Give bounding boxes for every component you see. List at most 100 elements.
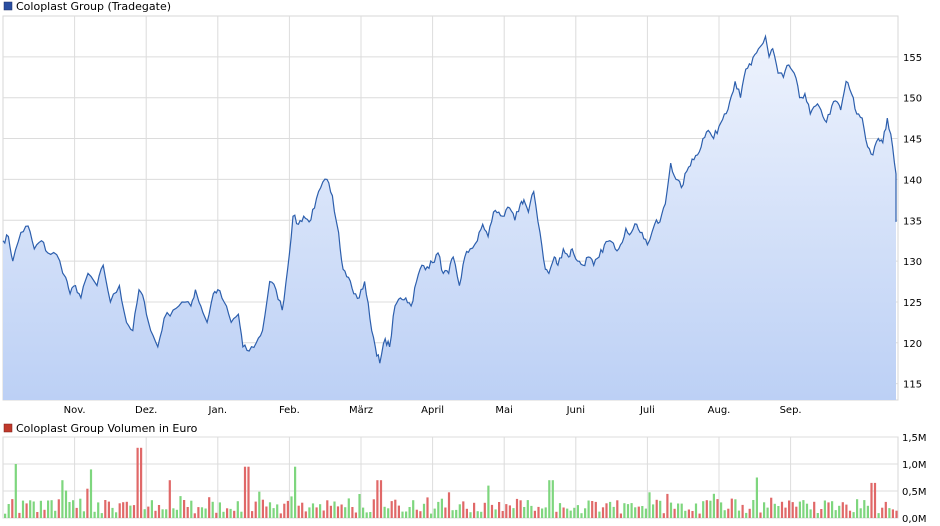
volume-bar xyxy=(634,507,637,518)
x-axis-month-labels: Nov. Dez. Jan. Feb. März April Mai Juni Juli Aug.… xyxy=(64,405,802,416)
volume-bar xyxy=(569,510,572,518)
volume-bar xyxy=(301,502,304,518)
volume-bar xyxy=(186,507,189,518)
volume-bar xyxy=(766,507,769,518)
volume-bar xyxy=(279,513,282,518)
volume-bar xyxy=(283,503,286,518)
volume-bar xyxy=(705,500,708,518)
volume-bar xyxy=(802,500,805,518)
volume-bar xyxy=(859,508,862,518)
volume-bar xyxy=(605,503,608,518)
volume-bar xyxy=(4,513,7,518)
volume-bar xyxy=(157,505,161,518)
volume-panel: 0,0M 0,5M 1,0M 1,5M xyxy=(2,433,927,525)
volume-bar xyxy=(548,480,551,518)
volume-bar xyxy=(401,511,404,518)
price-y-tick-label: 120 xyxy=(903,339,922,350)
volume-bar xyxy=(702,501,705,518)
volume-bar xyxy=(397,505,400,518)
volume-bar xyxy=(469,512,472,518)
price-legend-swatch xyxy=(3,1,13,11)
volume-bar xyxy=(344,507,347,518)
volume-bar xyxy=(93,511,96,518)
price-area xyxy=(3,36,896,401)
price-y-axis: 115 120 125 130 135 140 145 150 155 xyxy=(903,53,922,391)
volume-bar xyxy=(483,502,486,518)
volume-bar xyxy=(308,507,311,518)
volume-chart-title: Coloplast Group Volumen in Euro xyxy=(16,422,198,435)
volume-bar xyxy=(172,508,175,518)
volume-bar xyxy=(723,510,726,518)
volume-bar xyxy=(261,499,264,518)
volume-bar xyxy=(780,501,784,518)
volume-bar xyxy=(584,508,587,518)
volume-bar xyxy=(251,511,254,518)
volume-bar xyxy=(247,466,250,518)
volume-bar xyxy=(72,500,75,518)
volume-bar xyxy=(276,504,279,518)
volume-bar xyxy=(687,509,690,518)
volume-bar xyxy=(89,469,93,518)
price-y-tick-label: 145 xyxy=(903,135,922,146)
price-y-tick-label: 135 xyxy=(903,216,922,227)
volume-bar xyxy=(838,505,841,518)
volume-bar xyxy=(462,501,465,518)
volume-bar xyxy=(823,500,826,518)
volume-bar xyxy=(390,501,393,518)
volume-bar xyxy=(47,500,50,518)
volume-bar xyxy=(748,508,751,518)
volume-bar xyxy=(630,503,633,518)
volume-bar xyxy=(490,504,494,518)
volume-bar xyxy=(129,505,132,518)
volume-bar xyxy=(426,497,429,518)
volume-bar xyxy=(884,501,887,518)
volume-bar xyxy=(86,488,89,518)
x-tick-label: Sep. xyxy=(780,405,802,416)
volume-bar xyxy=(601,507,605,518)
volume-bar xyxy=(745,512,748,518)
volume-bar xyxy=(125,501,128,518)
volume-y-tick-label: 1,0M xyxy=(902,460,927,471)
volume-bar xyxy=(405,511,408,518)
volume-bar xyxy=(555,511,558,518)
volume-bar xyxy=(848,510,852,518)
volume-bar xyxy=(895,510,898,518)
volume-bar xyxy=(515,498,519,518)
volume-bar xyxy=(183,500,186,518)
volume-bar xyxy=(465,508,468,518)
volume-bar xyxy=(698,513,701,518)
volume-bar xyxy=(841,502,844,518)
volume-bar xyxy=(218,502,221,518)
x-tick-label: Juli xyxy=(639,405,655,416)
volume-bar xyxy=(115,512,118,518)
volume-bar xyxy=(795,506,798,518)
x-tick-label: April xyxy=(421,405,444,416)
volume-bar xyxy=(641,506,644,518)
volume-y-tick-label: 0,0M xyxy=(902,514,927,525)
volume-bar xyxy=(412,500,415,518)
volume-bar xyxy=(684,510,687,518)
volume-bar xyxy=(505,504,508,518)
volume-bar xyxy=(598,511,601,518)
volume-bar xyxy=(827,502,830,518)
volume-bar xyxy=(609,501,612,518)
price-line xyxy=(2,34,897,364)
volume-bar xyxy=(54,510,57,518)
volume-bar xyxy=(669,502,673,518)
volume-bar xyxy=(444,507,447,518)
volume-bar xyxy=(694,503,698,518)
volume-bar xyxy=(580,513,583,518)
volume-bar xyxy=(798,501,801,518)
volume-bar xyxy=(752,500,755,518)
volume-bar xyxy=(336,506,340,518)
volume-bar xyxy=(197,507,200,518)
volume-bar xyxy=(168,480,171,518)
volume-bar xyxy=(290,496,293,518)
x-tick-label: Jan. xyxy=(208,405,228,416)
volume-bar xyxy=(741,504,744,518)
volume-bar xyxy=(576,505,579,518)
volume-bar xyxy=(14,464,17,518)
volume-bar xyxy=(834,510,837,518)
